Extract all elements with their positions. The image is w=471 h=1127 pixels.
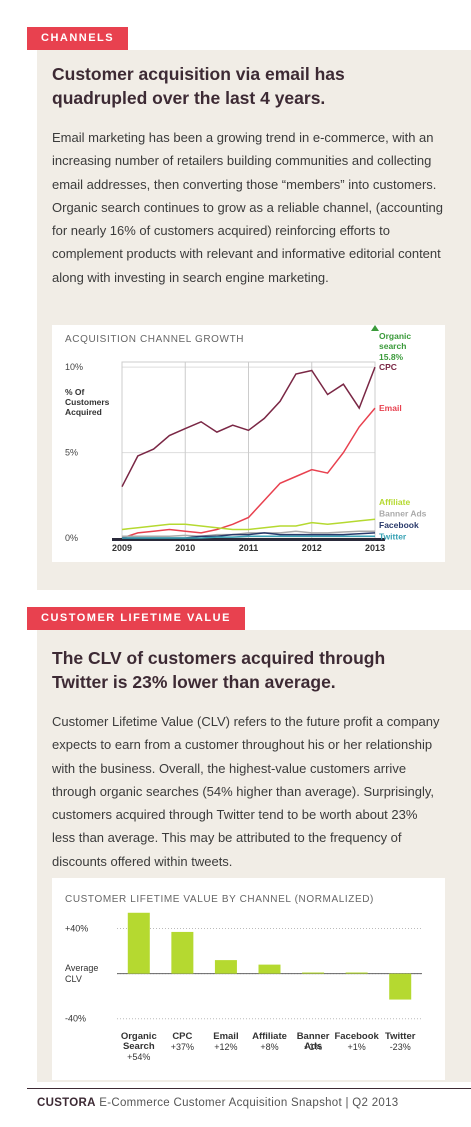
y-tick-label: -40% bbox=[65, 1013, 87, 1024]
section-body: Email marketing has been a growing trend… bbox=[52, 130, 443, 285]
value-label: +8% bbox=[260, 1042, 279, 1052]
x-tick-label: 2012 bbox=[302, 543, 322, 553]
series-label: Banner Ads bbox=[379, 508, 427, 518]
series-line bbox=[121, 407, 376, 539]
value-label: +37% bbox=[170, 1042, 194, 1052]
chart: ACQUISITION CHANNEL GROWTH 0% 5% 10% 2009 201… bbox=[65, 325, 427, 553]
y-tick-label: +40% bbox=[65, 923, 89, 934]
footer-rule bbox=[27, 1088, 471, 1089]
x-tick-label: Banner Ads bbox=[296, 1031, 330, 1052]
x-tick-label: 2011 bbox=[239, 543, 259, 553]
series-line bbox=[122, 535, 375, 539]
y-tick-label: 0% bbox=[65, 533, 78, 543]
chart-title: ACQUISITION CHANNEL GROWTH bbox=[65, 334, 244, 345]
y-tick-label: Average CLV bbox=[65, 962, 99, 984]
chart: CUSTOMER LIFETIME VALUE BY CHANNEL (NORM… bbox=[65, 894, 422, 1020]
section-tag: CUSTOMER LIFETIME VALUE bbox=[27, 607, 245, 630]
x-tick-label: Facebook bbox=[334, 1031, 379, 1042]
x-tick-label: 2013 bbox=[365, 543, 385, 553]
chart-title: CUSTOMER LIFETIME VALUE BY CHANNEL (NORM… bbox=[65, 894, 374, 905]
x-tick-label: Organic Search bbox=[120, 1031, 157, 1052]
bar bbox=[302, 972, 325, 974]
value-label: +54% bbox=[127, 1052, 151, 1062]
footer: CUSTORA E-Commerce Customer Acquisition … bbox=[37, 1097, 399, 1109]
bar bbox=[171, 931, 194, 974]
series-label: Affiliate bbox=[379, 497, 410, 507]
y-tick-label: 5% bbox=[65, 448, 78, 458]
series-label: Email bbox=[379, 403, 402, 413]
section-heading: Customer acquisition via email has quadr… bbox=[52, 64, 345, 108]
bar bbox=[345, 972, 368, 974]
bar bbox=[389, 973, 412, 1000]
bar-chart: CUSTOMER LIFETIME VALUE BY CHANNEL (NORM… bbox=[52, 878, 445, 1080]
x-tick-label: 2010 bbox=[175, 543, 195, 553]
x-tick-label: Affiliate bbox=[252, 1031, 287, 1042]
x-tick-label: Twitter bbox=[384, 1031, 416, 1042]
bar bbox=[258, 964, 281, 974]
y-axis-title: % Of Customers Acquired bbox=[65, 387, 110, 417]
bar bbox=[127, 912, 150, 974]
section-heading: The CLV of customers acquired through Tw… bbox=[52, 648, 386, 692]
series-label: Facebook bbox=[379, 520, 419, 530]
x-tick-label: Email bbox=[213, 1031, 239, 1042]
brand: CUSTORA bbox=[37, 1097, 96, 1109]
value-label: -23% bbox=[389, 1042, 411, 1052]
x-axis-bar bbox=[112, 538, 385, 541]
series-line bbox=[121, 366, 376, 488]
section-tag: CHANNELS bbox=[27, 27, 129, 50]
line-chart: ACQUISITION CHANNEL GROWTH 0% 5% 10% 2009 201… bbox=[52, 325, 445, 562]
series-line bbox=[121, 518, 376, 531]
series-label: Twitter bbox=[379, 531, 407, 541]
footer-text: E-Commerce Customer Acquisition Snapshot… bbox=[99, 1097, 399, 1109]
bar bbox=[214, 960, 237, 974]
value-label: +1% bbox=[347, 1042, 366, 1052]
off-scale-arrow bbox=[371, 325, 379, 331]
series-label: CPC bbox=[379, 362, 397, 372]
value-label: +1% bbox=[303, 1042, 323, 1052]
x-tick-label: CPC bbox=[172, 1031, 193, 1042]
x-tick-label: 2009 bbox=[112, 543, 132, 553]
value-label: +12% bbox=[214, 1042, 238, 1052]
annotation-label: Organic search bbox=[379, 331, 412, 351]
section-body: Customer Lifetime Value (CLV) refers to … bbox=[52, 714, 440, 869]
annotation-value: 15.8% bbox=[379, 352, 404, 362]
y-tick-label: 10% bbox=[65, 362, 83, 372]
series-line bbox=[122, 530, 375, 538]
